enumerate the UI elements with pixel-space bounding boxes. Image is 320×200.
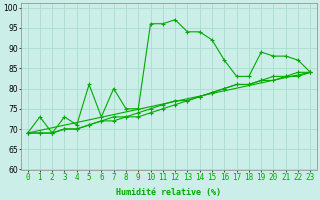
X-axis label: Humidité relative (%): Humidité relative (%) [116, 188, 221, 197]
